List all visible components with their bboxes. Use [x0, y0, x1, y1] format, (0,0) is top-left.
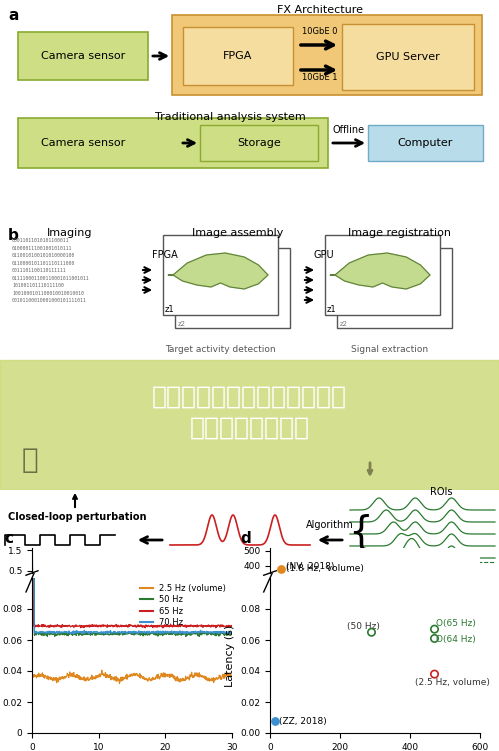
- FancyBboxPatch shape: [325, 235, 440, 315]
- Point: [431, 668, 439, 680]
- Text: Image assembly: Image assembly: [192, 228, 284, 238]
- Text: Camera sensor: Camera sensor: [41, 51, 125, 61]
- Text: {: {: [348, 513, 373, 551]
- Text: z1: z1: [327, 305, 337, 314]
- Text: FPGA: FPGA: [224, 51, 252, 61]
- Text: d: d: [241, 531, 251, 546]
- Text: O(64 Hz): O(64 Hz): [436, 635, 476, 644]
- Polygon shape: [330, 253, 430, 289]
- Text: (ZZ, 2018): (ZZ, 2018): [279, 716, 326, 725]
- Text: 0110010100101010000100: 0110010100101010000100: [12, 253, 75, 258]
- Text: Camera sensor: Camera sensor: [41, 138, 125, 148]
- Y-axis label: Latency (s): Latency (s): [225, 624, 235, 686]
- Text: Imaging: Imaging: [47, 228, 93, 238]
- Text: FPGA: FPGA: [152, 250, 178, 260]
- Bar: [0, 360, 499, 490]
- FancyBboxPatch shape: [18, 118, 328, 168]
- FancyBboxPatch shape: [172, 15, 482, 95]
- Text: O(65 Hz): O(65 Hz): [436, 619, 476, 628]
- Polygon shape: [168, 253, 268, 289]
- Text: c: c: [4, 531, 13, 546]
- Text: Algorithm: Algorithm: [306, 520, 354, 530]
- Text: 010000111001001010111: 010000111001001010111: [12, 246, 72, 251]
- Point: [431, 632, 439, 644]
- Text: 1001000101100010010010010: 1001000101100010010010010: [12, 291, 84, 295]
- Text: GPU: GPU: [314, 250, 335, 260]
- Text: 10GbE 0: 10GbE 0: [302, 27, 338, 36]
- Text: 实时动态过程揭示：科技革新
下的实时监控艺术: 实时动态过程揭示：科技革新 下的实时监控艺术: [152, 385, 347, 440]
- Text: (50 Hz): (50 Hz): [347, 622, 380, 631]
- Text: Computer: Computer: [397, 138, 453, 148]
- Text: Signal extraction: Signal extraction: [351, 345, 429, 354]
- Point: [367, 626, 375, 638]
- Legend: 2.5 Hz (volume), 50 Hz, 65 Hz, 70 Hz: 2.5 Hz (volume), 50 Hz, 65 Hz, 70 Hz: [138, 582, 228, 629]
- FancyBboxPatch shape: [175, 248, 290, 328]
- Text: 00011011010101100011: 00011011010101100011: [12, 238, 69, 243]
- Point: [276, 563, 284, 575]
- Point: [431, 623, 439, 635]
- FancyBboxPatch shape: [368, 125, 483, 161]
- Text: 10GbE 1: 10GbE 1: [302, 73, 338, 82]
- Point: [271, 715, 279, 727]
- Text: Storage: Storage: [237, 138, 281, 148]
- Text: Offline: Offline: [333, 125, 365, 135]
- Text: Image registration: Image registration: [348, 228, 452, 238]
- Text: Target activity detection: Target activity detection: [165, 345, 275, 354]
- Text: 0110000101101110111000: 0110000101101110111000: [12, 261, 75, 266]
- FancyBboxPatch shape: [163, 235, 278, 315]
- Text: GPU Server: GPU Server: [376, 52, 440, 62]
- Text: (NV, 2018): (NV, 2018): [286, 562, 334, 571]
- Text: (1.8 Hz,  volume): (1.8 Hz, volume): [286, 564, 364, 573]
- Text: b: b: [8, 228, 19, 243]
- Text: Closed-loop perturbation: Closed-loop perturbation: [8, 512, 147, 522]
- FancyBboxPatch shape: [342, 24, 474, 90]
- Text: 0011101100110111111: 0011101100110111111: [12, 268, 67, 273]
- FancyBboxPatch shape: [18, 32, 148, 80]
- Text: (2.5 Hz, volume): (2.5 Hz, volume): [415, 678, 490, 687]
- FancyBboxPatch shape: [337, 248, 452, 328]
- FancyBboxPatch shape: [200, 125, 318, 161]
- Text: z2: z2: [178, 321, 186, 327]
- Text: 101001101110111100: 101001101110111100: [12, 283, 64, 288]
- Text: 011110001100110001011001011: 011110001100110001011001011: [12, 276, 90, 281]
- Text: z1: z1: [165, 305, 175, 314]
- Text: FX Architecture: FX Architecture: [277, 5, 363, 15]
- Text: ROIs: ROIs: [430, 487, 453, 497]
- Text: 🐟: 🐟: [21, 446, 38, 474]
- FancyBboxPatch shape: [183, 27, 293, 85]
- Text: 00101100010001000101111011: 00101100010001000101111011: [12, 298, 87, 303]
- Text: Traditional analysis system: Traditional analysis system: [155, 112, 305, 122]
- Text: a: a: [8, 8, 18, 23]
- Text: z2: z2: [340, 321, 348, 327]
